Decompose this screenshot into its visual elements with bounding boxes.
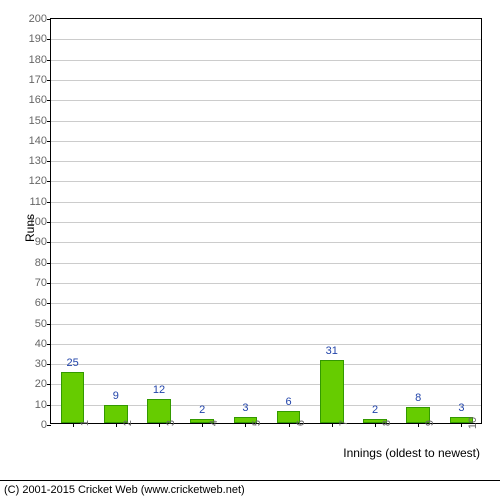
ytick-label: 170 [29, 74, 51, 86]
chart-container: 0102030405060708090100110120130140150160… [10, 10, 490, 465]
xtick-label: 9 [418, 420, 436, 426]
ytick-label: 160 [29, 94, 51, 106]
bar-value-label: 12 [153, 384, 165, 396]
ytick-label: 180 [29, 54, 51, 66]
xtick-label: 5 [245, 420, 263, 426]
ytick-label: 140 [29, 135, 51, 147]
gridline [51, 344, 481, 345]
ytick-label: 200 [29, 13, 51, 25]
bar-value-label: 31 [326, 345, 338, 357]
plot-area: 0102030405060708090100110120130140150160… [50, 18, 482, 424]
ytick-label: 120 [29, 175, 51, 187]
xtick-label: 4 [202, 420, 220, 426]
xtick-label: 2 [116, 420, 134, 426]
gridline [51, 141, 481, 142]
gridline [51, 242, 481, 243]
x-axis-label: Innings (oldest to newest) [343, 446, 480, 460]
gridline [51, 60, 481, 61]
gridline [51, 222, 481, 223]
gridline [51, 100, 481, 101]
bar-value-label: 3 [458, 402, 464, 414]
bar-value-label: 8 [415, 392, 421, 404]
ytick-label: 90 [35, 236, 51, 248]
gridline [51, 384, 481, 385]
ytick-label: 20 [35, 378, 51, 390]
gridline [51, 202, 481, 203]
ytick-label: 70 [35, 277, 51, 289]
ytick-label: 80 [35, 257, 51, 269]
xtick-label: 1 [73, 420, 91, 426]
gridline [51, 324, 481, 325]
gridline [51, 80, 481, 81]
gridline [51, 283, 481, 284]
ytick-label: 60 [35, 297, 51, 309]
gridline [51, 181, 481, 182]
bar-value-label: 25 [66, 357, 78, 369]
xtick-label: 6 [289, 420, 307, 426]
xtick-label: 10 [461, 417, 479, 429]
xtick-label: 7 [332, 420, 350, 426]
gridline [51, 121, 481, 122]
bar-value-label: 9 [113, 390, 119, 402]
gridline [51, 161, 481, 162]
gridline [51, 39, 481, 40]
gridline [51, 303, 481, 304]
xtick-label: 8 [375, 420, 393, 426]
gridline [51, 364, 481, 365]
ytick-label: 150 [29, 115, 51, 127]
ytick-label: 30 [35, 358, 51, 370]
bar-value-label: 3 [242, 402, 248, 414]
ytick-label: 10 [35, 399, 51, 411]
ytick-label: 110 [29, 196, 51, 208]
y-axis-label: Runs [23, 214, 37, 242]
copyright-footer: (C) 2001-2015 Cricket Web (www.cricketwe… [0, 480, 500, 500]
bar [61, 372, 85, 423]
ytick-label: 50 [35, 318, 51, 330]
ytick-label: 190 [29, 33, 51, 45]
ytick-label: 130 [29, 155, 51, 167]
bar-value-label: 6 [286, 396, 292, 408]
bar-value-label: 2 [372, 404, 378, 416]
bar [320, 360, 344, 423]
ytick-label: 40 [35, 338, 51, 350]
bar-value-label: 2 [199, 404, 205, 416]
xtick-label: 3 [159, 420, 177, 426]
ytick-label: 0 [41, 419, 51, 431]
gridline [51, 263, 481, 264]
